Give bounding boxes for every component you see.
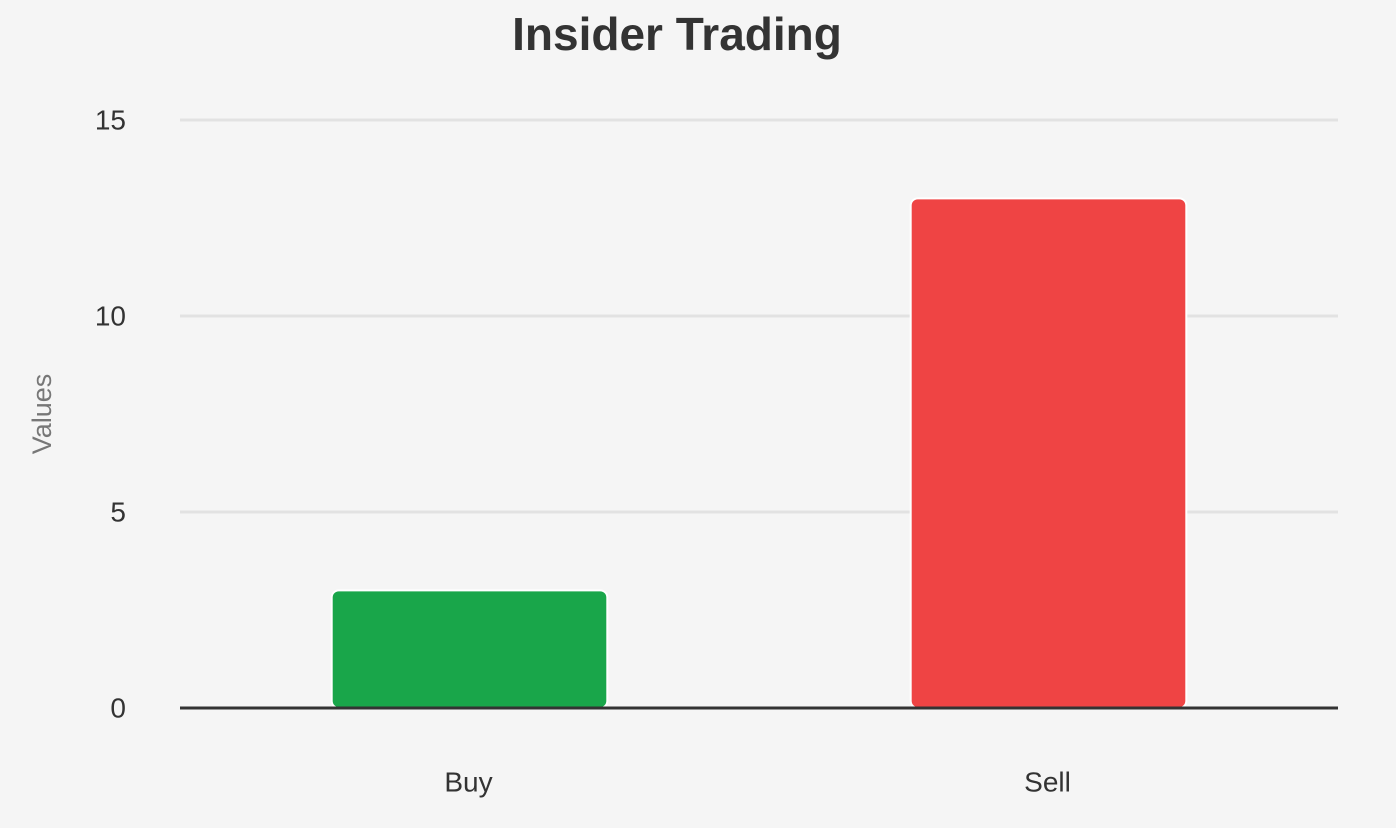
y-tick-label: 5 bbox=[110, 496, 126, 527]
y-tick-label: 15 bbox=[95, 104, 126, 135]
x-tick-label: Buy bbox=[444, 766, 492, 797]
x-tick-label: Sell bbox=[1024, 766, 1071, 797]
bar bbox=[909, 197, 1188, 709]
bar bbox=[330, 589, 609, 710]
y-axis-label: Values bbox=[27, 374, 57, 455]
y-tick-label: 0 bbox=[110, 692, 126, 723]
chart-title: Insider Trading bbox=[512, 8, 842, 60]
y-tick-label: 10 bbox=[95, 300, 126, 331]
